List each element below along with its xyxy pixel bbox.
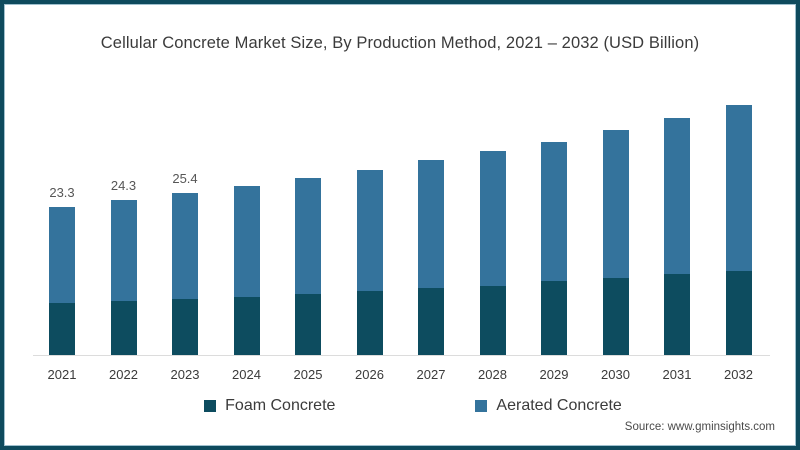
source-attribution: Source: www.gminsights.com: [624, 421, 775, 433]
aerated-concrete-swatch-icon: [475, 400, 488, 412]
bar-segment-foam-2021: [49, 303, 75, 355]
x-tick-label-2023: 2023: [170, 367, 200, 382]
x-tick-label-2030: 2030: [601, 367, 630, 382]
legend-item-foam-concrete: Foam Concrete: [204, 397, 335, 415]
legend-label-foam-concrete: Foam Concrete: [225, 397, 336, 414]
x-tick-label-2024: 2024: [232, 367, 261, 382]
bar-segment-aerated-2023: [172, 193, 198, 299]
bar-segment-foam-2029: [541, 281, 567, 355]
bar-segment-aerated-2021: [49, 207, 75, 303]
bar-segment-aerated-2024: [233, 186, 260, 297]
x-tick-label-2026: 2026: [355, 367, 384, 382]
x-tick-label-2022: 2022: [109, 367, 138, 382]
bar-segment-foam-2028: [479, 286, 506, 355]
bar-segment-aerated-2032: [725, 105, 752, 271]
x-tick-label-2032: 2032: [724, 367, 753, 382]
foam-concrete-swatch-icon: [204, 400, 217, 412]
bar-segment-aerated-2029: [541, 142, 567, 281]
bar-segment-foam-2031: [664, 274, 690, 355]
chart-stage: Cellular Concrete Market Size, By Produc…: [5, 5, 795, 445]
bar-segment-foam-2032: [725, 271, 752, 355]
x-axis-line: [33, 355, 770, 356]
bar-segment-aerated-2022: [110, 200, 137, 301]
chart-canvas: Cellular Concrete Market Size, By Produc…: [4, 4, 796, 446]
legend-label-aerated-concrete: Aerated Concrete: [496, 397, 622, 414]
legend: Foam Concrete Aerated Concrete: [5, 397, 795, 415]
x-tick-label-2027: 2027: [416, 367, 446, 382]
bar-segment-aerated-2028: [479, 151, 506, 286]
bar-segment-foam-2025: [295, 294, 321, 355]
bar-segment-foam-2026: [356, 291, 383, 355]
legend-item-aerated-concrete: Aerated Concrete: [475, 397, 622, 415]
x-tick-label-2028: 2028: [478, 367, 507, 382]
chart-plot: 2021 23.3 2022 24.3 2023 25.4 2024 2025 2026 2027…: [5, 5, 795, 445]
bar-segment-aerated-2025: [295, 178, 321, 294]
value-label-2023: 25.4: [172, 171, 198, 186]
x-tick-label-2025: 2025: [293, 367, 323, 382]
bar-segment-foam-2023: [172, 299, 198, 355]
value-label-2021: 23.3: [49, 185, 75, 200]
bar-segment-aerated-2026: [356, 170, 383, 291]
bar-segment-foam-2024: [233, 297, 260, 355]
bar-segment-foam-2022: [110, 301, 137, 355]
chart-title: Cellular Concrete Market Size, By Produc…: [100, 34, 700, 52]
bar-segment-aerated-2027: [418, 160, 444, 288]
bar-segment-foam-2027: [418, 288, 444, 355]
x-tick-label-2021: 2021: [47, 367, 77, 382]
x-tick-label-2031: 2031: [662, 367, 692, 382]
bar-segment-aerated-2031: [664, 118, 690, 274]
value-label-2022: 24.3: [110, 178, 137, 193]
bar-segment-foam-2030: [602, 278, 629, 355]
bar-segment-aerated-2030: [602, 130, 629, 278]
x-tick-label-2029: 2029: [539, 367, 569, 382]
